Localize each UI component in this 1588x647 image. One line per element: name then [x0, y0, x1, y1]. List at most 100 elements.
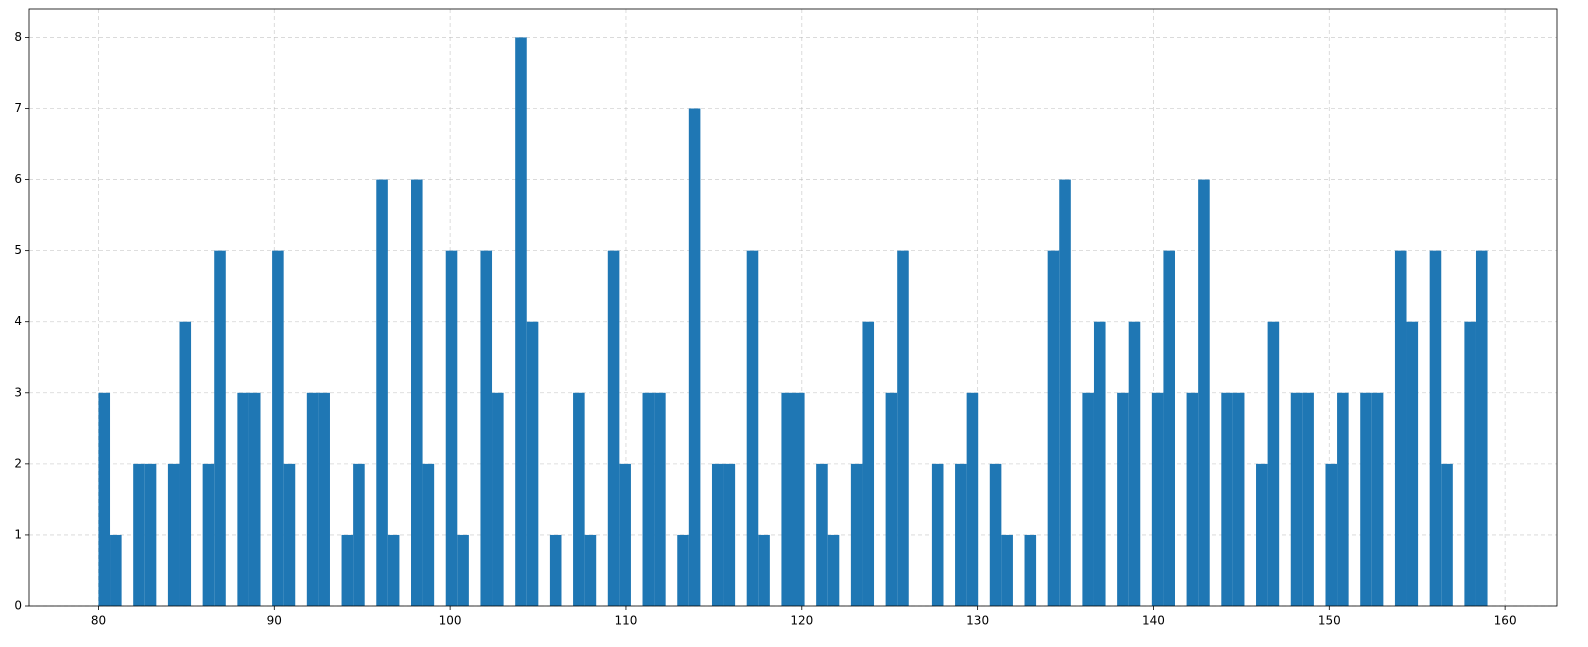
y-tick-label: 6 [14, 172, 22, 186]
bar [179, 321, 192, 606]
bar [1059, 179, 1071, 607]
bar [619, 463, 631, 606]
bar [353, 463, 365, 606]
bar [955, 463, 967, 606]
bar [1360, 392, 1372, 606]
bar-layer [98, 37, 1488, 607]
bar [688, 108, 701, 606]
bar [1475, 250, 1488, 606]
bar [1256, 463, 1268, 606]
bar [758, 534, 770, 606]
bar [1232, 392, 1245, 606]
bar [1337, 392, 1349, 606]
bar [272, 250, 284, 606]
bar [492, 392, 504, 606]
bar [515, 37, 527, 606]
x-tick-label: 90 [267, 614, 282, 628]
bar [387, 534, 400, 606]
bar [897, 250, 909, 606]
bar [1186, 392, 1199, 606]
bar [1001, 534, 1013, 606]
bar [1117, 392, 1129, 606]
bar [746, 250, 759, 606]
bar [1464, 321, 1476, 606]
bar [781, 392, 793, 606]
bar [584, 534, 597, 606]
bar [376, 179, 388, 607]
bar [931, 463, 944, 606]
x-tick-label: 150 [1318, 614, 1341, 628]
bar [885, 392, 898, 606]
bar [827, 534, 840, 606]
bar [526, 321, 539, 606]
bar [341, 534, 354, 606]
bar [989, 463, 1002, 606]
bar [110, 534, 122, 606]
bar [723, 463, 736, 606]
bar [248, 392, 261, 606]
bar [549, 534, 562, 606]
bar [1163, 250, 1175, 606]
y-tick-label: 2 [14, 456, 22, 470]
bar [966, 392, 979, 606]
bar [1406, 321, 1419, 606]
bar [816, 463, 828, 606]
bar [677, 534, 689, 606]
bar [850, 463, 863, 606]
bar [1290, 392, 1303, 606]
bar [1394, 250, 1407, 606]
bar [480, 250, 493, 606]
bar [1325, 463, 1338, 606]
bar [318, 392, 330, 606]
bar [445, 250, 458, 606]
bar [202, 463, 215, 606]
bar [422, 463, 435, 606]
bar [1221, 392, 1233, 606]
bar [1093, 321, 1106, 606]
bar [167, 463, 180, 606]
y-tick-label: 3 [14, 385, 22, 399]
bar [411, 179, 423, 607]
bar [1082, 392, 1094, 606]
bar [1302, 392, 1314, 606]
bar [237, 392, 249, 606]
bar [1429, 250, 1442, 606]
bar [1151, 392, 1164, 606]
axes-frame [28, 8, 1558, 607]
bar [1128, 321, 1141, 606]
y-tick-label: 5 [14, 243, 22, 257]
x-tick-label: 140 [1142, 614, 1165, 628]
y-tick-label: 0 [14, 599, 22, 613]
x-tick-label: 120 [790, 614, 813, 628]
bar [457, 534, 469, 606]
x-tick-label: 130 [966, 614, 989, 628]
bar [862, 321, 875, 606]
bar [283, 463, 296, 606]
y-tick-label: 8 [14, 30, 22, 44]
bar [793, 392, 805, 606]
bar [642, 392, 655, 606]
bar [306, 392, 319, 606]
bar [654, 392, 666, 606]
x-tick-label: 80 [91, 614, 106, 628]
x-tick-label: 100 [439, 614, 462, 628]
bar [573, 392, 585, 606]
x-tick-label: 110 [615, 614, 638, 628]
bar [1267, 321, 1280, 606]
y-tick-label: 7 [14, 101, 22, 115]
y-tick-label: 4 [14, 314, 22, 328]
bar [98, 392, 111, 606]
bar [1047, 250, 1060, 606]
bar [133, 463, 145, 606]
bar [1198, 179, 1210, 607]
bar [1371, 392, 1384, 606]
bar [711, 463, 724, 606]
bar [144, 463, 157, 606]
bar [1024, 534, 1037, 606]
x-tick-label: 160 [1494, 614, 1517, 628]
bar [607, 250, 620, 606]
bar [1441, 463, 1453, 606]
bar [214, 250, 226, 606]
y-tick-label: 1 [14, 527, 22, 541]
